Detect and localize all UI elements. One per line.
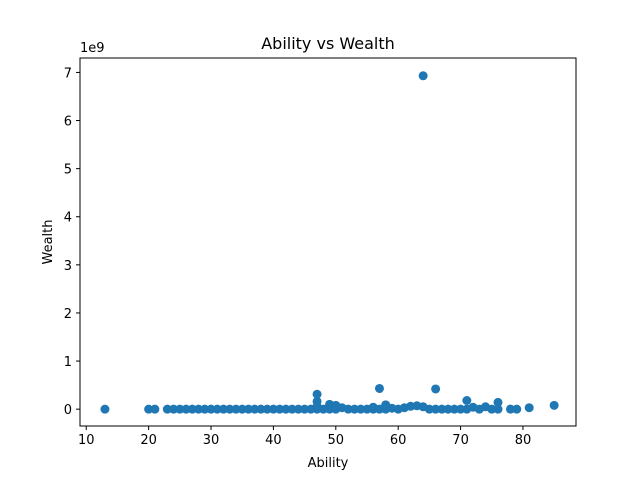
y-tick-label: 1 — [64, 355, 72, 370]
scatter-point — [524, 403, 534, 413]
scatter-point — [487, 404, 497, 414]
scatter-point — [181, 404, 191, 414]
plot-area — [79, 57, 577, 427]
x-tick-label: 80 — [515, 433, 532, 448]
scatter-point — [200, 404, 210, 414]
scatter-point — [462, 396, 472, 406]
x-axis-label: Ability — [308, 456, 349, 471]
y-tick-label: 3 — [64, 259, 72, 274]
scatter-point — [493, 397, 503, 407]
y-tick-label: 4 — [64, 211, 72, 226]
scatter-point — [374, 383, 384, 393]
scatter-point — [187, 404, 197, 414]
x-tick-label: 50 — [328, 433, 345, 448]
scatter-point — [300, 404, 310, 414]
scatter-point — [150, 404, 160, 414]
scatter-point — [418, 71, 428, 81]
scatter-point — [250, 404, 260, 414]
scatter-point — [281, 404, 291, 414]
scatter-point — [206, 404, 216, 414]
x-tick-label: 20 — [140, 433, 157, 448]
y-tick-label: 2 — [64, 307, 72, 322]
scatter-point — [505, 404, 515, 414]
scatter-point — [225, 404, 235, 414]
scatter-point — [456, 404, 466, 414]
scatter-point — [218, 404, 228, 414]
scatter-point — [275, 404, 285, 414]
y-tick-label: 7 — [64, 66, 72, 81]
y-offset-label: 1e9 — [80, 41, 105, 56]
scatter-point — [287, 404, 297, 414]
scatter-point — [443, 404, 453, 414]
scatter-point — [100, 404, 110, 414]
y-axis-ticks: 0 1 2 3 4 5 6 7 — [64, 66, 80, 418]
scatter-point — [256, 404, 266, 414]
y-tick-label: 6 — [64, 115, 72, 130]
chart-title: Ability vs Wealth — [261, 34, 395, 53]
scatter-point — [431, 384, 441, 394]
y-tick-label: 5 — [64, 163, 72, 178]
scatter-point — [262, 404, 272, 414]
scatter-point — [318, 404, 328, 414]
scatter-point — [431, 404, 441, 414]
scatter-point — [437, 404, 447, 414]
x-axis-ticks: 10 20 30 40 50 60 70 80 — [78, 426, 531, 448]
y-tick-label: 0 — [64, 403, 72, 418]
x-tick-label: 70 — [452, 433, 469, 448]
data-points — [100, 71, 559, 414]
scatter-point — [293, 404, 303, 414]
scatter-point — [312, 389, 322, 399]
scatter-point — [350, 404, 360, 414]
scatter-point — [162, 404, 172, 414]
scatter-point — [549, 400, 559, 410]
scatter-point — [175, 404, 185, 414]
scatter-point — [356, 404, 366, 414]
scatter-point — [424, 404, 434, 414]
scatter-point — [212, 404, 222, 414]
x-tick-label: 60 — [390, 433, 407, 448]
x-tick-label: 10 — [78, 433, 95, 448]
scatter-point — [231, 404, 241, 414]
scatter-point — [493, 404, 503, 414]
scatter-point — [449, 404, 459, 414]
scatter-point — [343, 404, 353, 414]
scatter-point — [512, 404, 522, 414]
x-tick-label: 30 — [203, 433, 220, 448]
scatter-point — [312, 396, 322, 406]
scatter-point — [194, 404, 204, 414]
scatter-point — [144, 404, 154, 414]
scatter-point — [268, 404, 278, 414]
scatter-point — [169, 404, 179, 414]
x-tick-label: 40 — [265, 433, 282, 448]
scatter-point — [243, 404, 253, 414]
y-axis-label: Wealth — [41, 219, 56, 264]
scatter-point — [237, 404, 247, 414]
